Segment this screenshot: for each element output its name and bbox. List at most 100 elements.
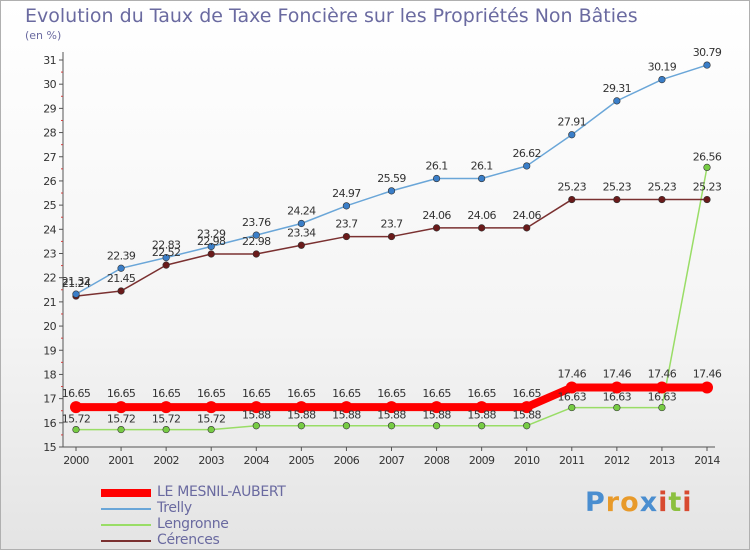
data-point [703, 195, 711, 204]
data-label: 22.98 [242, 235, 271, 248]
x-tick-label: 2010 [514, 454, 540, 467]
data-point [207, 250, 215, 258]
data-point [565, 381, 578, 394]
data-label: 16.63 [648, 391, 677, 404]
data-label: 16.65 [107, 387, 136, 400]
data-label: 25.23 [648, 181, 677, 194]
data-label: 26.62 [512, 147, 541, 160]
x-tick-label: 2005 [289, 454, 315, 467]
data-point [117, 287, 125, 295]
data-label: 15.72 [107, 413, 136, 426]
legend-swatch-cerences [101, 540, 151, 542]
data-point [342, 422, 351, 430]
data-point [613, 97, 621, 105]
data-point [387, 422, 396, 430]
data-label: 15.88 [332, 409, 361, 422]
data-point [432, 174, 441, 183]
data-label: 23.7 [380, 218, 403, 231]
x-tick-label: 2002 [153, 454, 179, 467]
data-point [523, 224, 531, 232]
data-point [252, 231, 260, 239]
legend-swatch-trelly [101, 508, 151, 510]
data-point [117, 425, 125, 434]
y-tick-label: 17 [43, 393, 56, 406]
data-point [72, 425, 80, 434]
data-label: 21.32 [62, 275, 91, 288]
data-label: 30.79 [693, 46, 722, 59]
data-point [117, 264, 125, 272]
data-label: 15.72 [197, 413, 226, 426]
y-tick-label: 22 [43, 272, 56, 285]
data-point [523, 162, 531, 170]
data-point [160, 401, 173, 414]
y-tick-label: 30 [43, 78, 56, 91]
data-label: 25.23 [693, 181, 722, 194]
data-label: 30.19 [648, 61, 677, 74]
data-label: 16.65 [62, 387, 91, 400]
data-label: 23.7 [335, 218, 358, 231]
data-label: 25.59 [377, 172, 406, 185]
y-tick-label: 19 [43, 344, 56, 357]
legend-swatch-mesnil [101, 489, 151, 497]
data-label: 26.56 [693, 150, 722, 163]
data-point [568, 195, 576, 204]
data-label: 17.46 [558, 367, 587, 380]
data-point [430, 401, 443, 414]
x-tick-label: 2004 [243, 454, 269, 467]
x-tick-label: 2009 [469, 454, 495, 467]
y-tick-label: 25 [43, 199, 56, 212]
logo-letter: t [668, 487, 683, 518]
data-point [340, 401, 353, 414]
data-point [207, 242, 215, 251]
data-label: 15.72 [62, 413, 91, 426]
x-tick-label: 2012 [604, 454, 630, 467]
x-tick-label: 2000 [63, 454, 89, 467]
y-tick-label: 15 [43, 441, 56, 454]
data-point [613, 195, 621, 204]
data-point [703, 163, 711, 171]
data-label: 15.88 [377, 409, 406, 422]
y-tick-label: 21 [43, 296, 56, 309]
data-point [297, 241, 305, 249]
data-point [568, 131, 576, 139]
y-tick-label: 24 [43, 223, 56, 236]
x-tick-label: 2006 [334, 454, 360, 467]
legend-label-cerences: Cérences [157, 532, 220, 548]
data-label: 24.06 [467, 209, 496, 222]
data-label: 25.23 [558, 181, 587, 194]
data-point [701, 381, 713, 394]
y-tick-label: 20 [43, 320, 56, 333]
data-label: 15.88 [467, 409, 496, 422]
y-tick-label: 31 [43, 54, 56, 67]
data-point [342, 202, 351, 210]
data-point [658, 195, 666, 204]
data-label: 16.63 [603, 391, 632, 404]
data-label: 24.06 [422, 209, 451, 222]
data-label: 16.65 [377, 387, 406, 400]
legend-label-lengronne: Lengronne [157, 516, 229, 532]
data-point [520, 401, 533, 414]
data-label: 22.39 [107, 249, 136, 262]
x-tick-label: 2014 [694, 454, 720, 467]
logo-letter: i [658, 487, 669, 518]
x-tick-label: 2013 [649, 454, 675, 467]
data-point [250, 401, 263, 414]
data-point [658, 75, 666, 84]
logo-letter: o [620, 487, 640, 518]
data-label: 16.65 [152, 387, 181, 400]
data-point [297, 219, 305, 228]
data-point [475, 401, 488, 414]
data-label: 16.65 [422, 387, 451, 400]
data-point [70, 401, 82, 414]
data-point [703, 61, 711, 69]
data-label: 21.45 [107, 272, 136, 285]
y-tick-label: 28 [43, 127, 56, 140]
data-label: 24.97 [332, 187, 361, 200]
data-label: 16.65 [197, 387, 226, 400]
data-label: 16.65 [332, 387, 361, 400]
data-label: 23.29 [197, 227, 226, 240]
data-point [432, 224, 441, 232]
legend-label-mesnil: LE MESNIL-AUBERT [157, 484, 286, 500]
